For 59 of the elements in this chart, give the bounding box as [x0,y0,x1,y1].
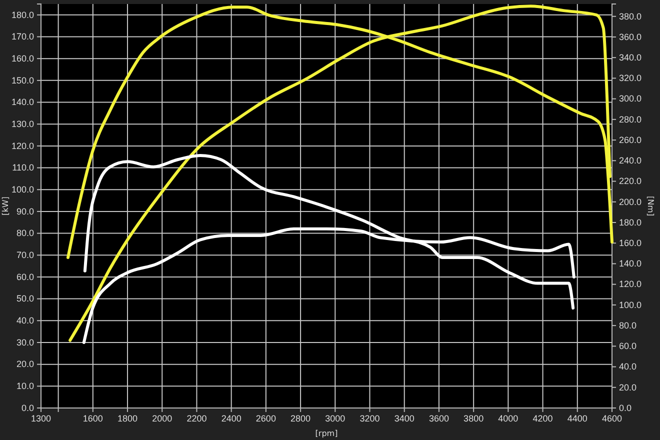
x-tick-label: 4200 [532,413,553,424]
y-tick-label: 170.0 [11,32,34,42]
y2-tick-label: 40.0 [619,362,637,372]
y2-tick-label: 360.0 [619,32,642,42]
y2-tick-label: 100.0 [619,300,642,310]
y2-tick-label: 280.0 [619,114,642,124]
x-tick-label: 2800 [290,413,311,424]
y2-tick-label: 60.0 [619,341,637,352]
x-tick-label: 2400 [221,413,242,424]
y2-tick-label: 140.0 [619,258,642,269]
x-tick-label: 3200 [360,413,380,424]
y2-tick-label: 320.0 [619,73,642,84]
x-tick-label: 3600 [428,413,449,424]
y-tick-label: 80.0 [16,228,34,238]
x-tick-label: 1600 [82,413,103,424]
x-tick-label: 2600 [256,413,276,424]
y-tick-label: 0.0 [21,402,34,413]
x-tick-label: 1800 [118,413,138,424]
y2-tick-label: 380.0 [619,11,642,22]
y-axis-title: [kW] [1,196,10,216]
y2-tick-label: 160.0 [619,238,642,248]
y2-tick-label: 120.0 [619,279,642,290]
y2-tick-label: 340.0 [619,52,642,62]
y-tick-label: 120.0 [11,140,34,151]
y-tick-label: 140.0 [11,97,34,108]
y-tick-label: 180.0 [11,10,34,20]
y-tick-label: 100.0 [11,184,34,194]
y-tick-label: 150.0 [11,75,34,86]
x-tick-label: 2200 [186,413,207,424]
y2-tick-label: 20.0 [619,382,637,392]
y-tick-label: 90.0 [16,206,34,216]
y2-tick-label: 240.0 [619,156,642,166]
x-tick-label: 4400 [567,413,588,424]
y2-tick-label: 200.0 [619,196,642,207]
y-tick-label: 40.0 [16,316,34,326]
y-tick-label: 60.0 [16,272,34,282]
x-axis-title: [rpm] [315,429,338,438]
x-tick-label: 1300 [30,413,52,424]
y-tick-label: 160.0 [11,53,34,64]
y2-tick-label: 260.0 [619,134,642,145]
y2-tick-label: 180.0 [619,217,642,228]
y2-tick-label: 80.0 [619,320,637,330]
y-tick-label: 20.0 [16,359,34,370]
y-tick-label: 110.0 [12,162,34,173]
y2-tick-label: 300.0 [619,94,642,104]
x-tick-label: 3400 [394,413,414,424]
y-tick-label: 30.0 [16,337,34,348]
y2-tick-label: 220.0 [619,176,642,186]
y-tick-label: 10.0 [16,381,34,392]
x-tick-label: 2000 [152,413,172,424]
y2-axis-title: [Nm] [646,196,655,216]
y-tick-label: 70.0 [16,250,34,260]
x-tick-label: 4600 [602,413,622,424]
y2-tick-label: 0.0 [619,402,632,413]
y-tick-label: 50.0 [16,294,34,304]
y-tick-label: 130.0 [11,118,34,129]
x-tick-label: 4000 [498,413,518,424]
x-tick-label: 3000 [325,413,346,424]
x-tick-label: 3800 [464,413,484,424]
